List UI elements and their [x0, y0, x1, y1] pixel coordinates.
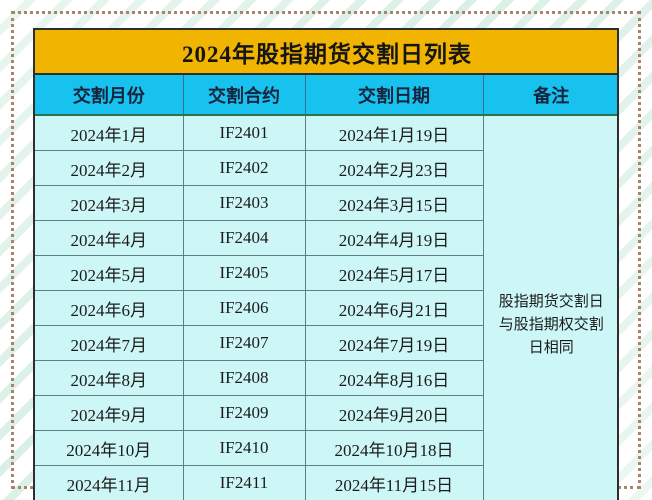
- cell-date: 2024年6月21日: [305, 290, 484, 326]
- column-header-date: 交割日期: [305, 74, 484, 116]
- cell-contract: IF2409: [183, 395, 306, 431]
- cell-month: 2024年2月: [35, 150, 184, 186]
- column-header-month: 交割月份: [35, 74, 184, 116]
- cell-contract: IF2401: [183, 115, 306, 151]
- cell-contract: IF2406: [183, 290, 306, 326]
- cell-month: 2024年4月: [35, 220, 184, 256]
- cell-contract: IF2408: [183, 360, 306, 396]
- remark-cell: 股指期货交割日与股指期权交割日相同: [483, 115, 617, 500]
- cell-month: 2024年1月: [35, 115, 184, 151]
- table-row: 2024年3月 IF2403 2024年3月15日: [35, 185, 617, 221]
- cell-date: 2024年10月18日: [305, 430, 484, 466]
- cell-contract: IF2405: [183, 255, 306, 291]
- page-title: 2024年股指期货交割日列表: [35, 30, 617, 75]
- cell-contract: IF2410: [183, 430, 306, 466]
- table-row: 2024年1月 IF2401 2024年1月19日 股指期货交割日与股指期权交割日相同: [35, 115, 617, 500]
- cell-contract: IF2411: [183, 465, 306, 500]
- column-header-note: 备注: [483, 74, 617, 116]
- table-header-row: 交割月份 交割合约 交割日期 备注: [35, 74, 617, 116]
- cell-date: 2024年5月17日: [305, 255, 484, 291]
- table-row: 2024年11月 IF2411 2024年11月15日: [35, 465, 617, 500]
- cell-contract: IF2404: [183, 220, 306, 256]
- table-title-row: 2024年股指期货交割日列表: [35, 30, 617, 75]
- cell-date: 2024年9月20日: [305, 395, 484, 431]
- column-header-contract: 交割合约: [183, 74, 306, 116]
- table-row: 2024年7月 IF2407 2024年7月19日: [35, 325, 617, 361]
- cell-month: 2024年6月: [35, 290, 184, 326]
- cell-date: 2024年7月19日: [305, 325, 484, 361]
- table-row: 2024年2月 IF2402 2024年2月23日: [35, 150, 617, 186]
- table-row: 2024年6月 IF2406 2024年6月21日: [35, 290, 617, 326]
- table-row: 2024年4月 IF2404 2024年4月19日: [35, 220, 617, 256]
- cell-month: 2024年11月: [35, 465, 184, 500]
- cell-month: 2024年9月: [35, 395, 184, 431]
- table-row: 2024年8月 IF2408 2024年8月16日: [35, 360, 617, 396]
- cell-month: 2024年7月: [35, 325, 184, 361]
- delivery-date-table: 2024年股指期货交割日列表 交割月份 交割合约 交割日期 备注 2024年1月 IF2…: [35, 30, 617, 500]
- cell-date: 2024年4月19日: [305, 220, 484, 256]
- delivery-date-table-container: 2024年股指期货交割日列表 交割月份 交割合约 交割日期 备注 2024年1月 IF2…: [33, 28, 619, 500]
- cell-contract: IF2407: [183, 325, 306, 361]
- table-row: 2024年10月 IF2410 2024年10月18日: [35, 430, 617, 466]
- table-row: 2024年5月 IF2405 2024年5月17日: [35, 255, 617, 291]
- cell-contract: IF2402: [183, 150, 306, 186]
- cell-date: 2024年8月16日: [305, 360, 484, 396]
- cell-date: 2024年3月15日: [305, 185, 484, 221]
- table-row: 2024年9月 IF2409 2024年9月20日: [35, 395, 617, 431]
- cell-month: 2024年5月: [35, 255, 184, 291]
- cell-date: 2024年2月23日: [305, 150, 484, 186]
- cell-contract: IF2403: [183, 185, 306, 221]
- cell-month: 2024年10月: [35, 430, 184, 466]
- cell-month: 2024年8月: [35, 360, 184, 396]
- cell-date: 2024年1月19日: [305, 115, 484, 151]
- cell-month: 2024年3月: [35, 185, 184, 221]
- cell-date: 2024年11月15日: [305, 465, 484, 500]
